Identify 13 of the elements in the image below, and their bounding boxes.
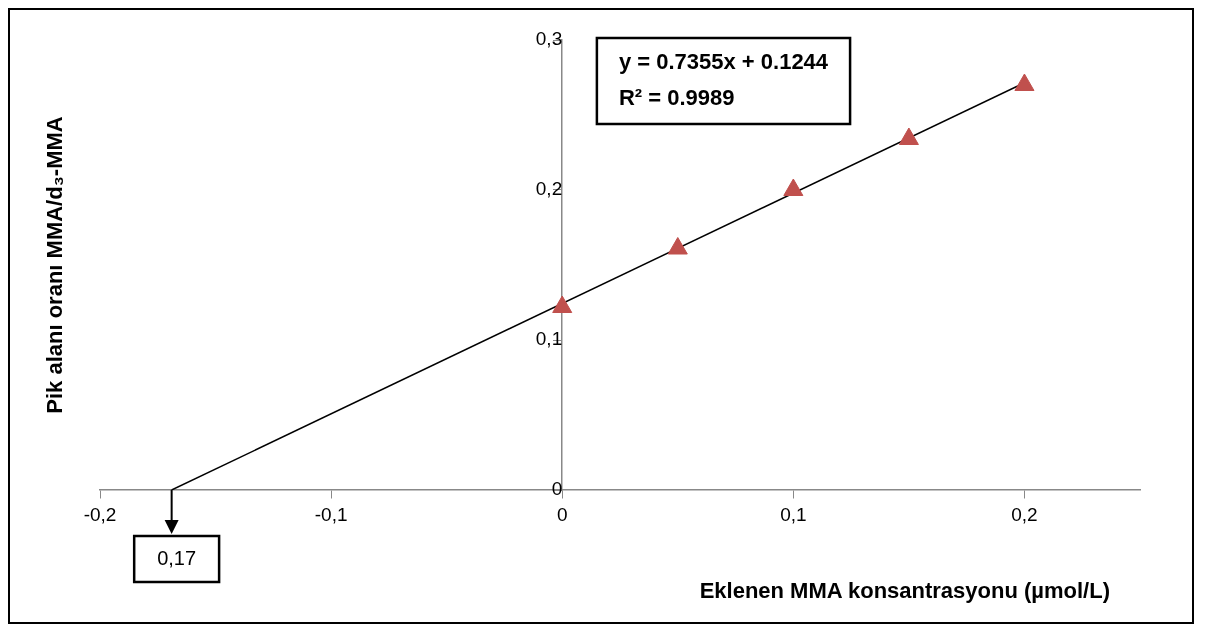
x-tick-label: 0,2 [1011,503,1038,525]
y-tick-label: 0,3 [535,28,563,50]
y-tick-label: 0,2 [535,178,563,200]
y-axis-title: Pik alanı oranı MMA/d₃-MMA [42,116,68,414]
x-tick-label: -0,1 [314,503,348,525]
annotation: 0,17 [157,546,197,569]
annotation: y = 0.7355x + 0.1244 [618,49,829,75]
y-tick-label: 0,1 [535,328,563,350]
x-axis-title: Eklenen MMA konsantrasyonu (µmol/L) [699,578,1110,604]
x-tick-label: -0,2 [83,503,117,525]
y-tick-label: 0 [551,478,563,500]
x-tick-label: 0,1 [780,503,807,525]
annotation: R² = 0.9989 [618,85,735,111]
